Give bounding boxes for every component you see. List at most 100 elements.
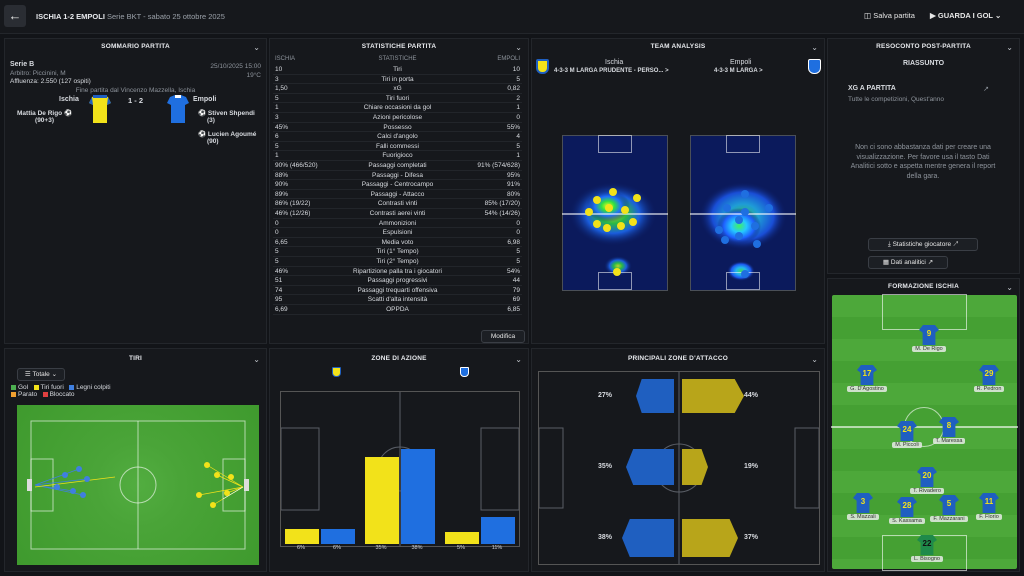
stat-row: 3 Tiri in porta 5 <box>273 75 522 85</box>
stat-row: 5 Tiri (1° Tempo) 5 <box>273 247 522 257</box>
chevron-down-icon[interactable]: ⌄ <box>811 355 818 364</box>
lineup-player[interactable]: 28 S. Kassama <box>882 497 932 524</box>
player-name: S. Mazzali <box>847 514 879 520</box>
panel-title: SOMMARIO PARTITA <box>101 43 170 50</box>
legend-swatch <box>42 391 48 397</box>
away-team-name[interactable]: Empoli <box>193 96 217 103</box>
chevron-down-icon[interactable]: ⌄ <box>811 43 818 52</box>
chart-icon: ▦ <box>882 259 890 266</box>
lineup-player[interactable]: 5 F. Mazzarani <box>924 495 974 522</box>
home-team-label: Ischia <box>605 59 624 66</box>
lineup-player[interactable]: 9 M. De Rigo <box>904 325 954 352</box>
home-attack-center-pct: 35% <box>598 463 613 470</box>
back-button[interactable]: ← <box>4 5 26 27</box>
chevron-down-icon[interactable]: ⌄ <box>1006 283 1013 292</box>
stat-away-value: 91% (574/628) <box>477 162 520 169</box>
lineup-player[interactable]: 11 F. Florio <box>964 493 1014 520</box>
chevron-down-icon[interactable]: ⌄ <box>253 355 260 364</box>
stat-row: 51 Passaggi progressivi 44 <box>273 276 522 286</box>
stat-label: Scatti d'alta intensità <box>367 296 428 304</box>
home-formation-link[interactable]: 4-3-3 M LARGA PRUDENTE - PERSO... > <box>554 68 669 74</box>
stat-label: Passaggi trequarti offensiva <box>357 286 438 294</box>
lineup-player[interactable]: 3 S. Mazzali <box>838 493 888 520</box>
separator: - <box>143 12 148 21</box>
player-name: G. D'Agostino <box>847 386 887 392</box>
panel-title: TEAM ANALYSIS <box>650 43 706 50</box>
player-position-dot <box>609 188 617 196</box>
stat-label: Chiare occasioni da gol <box>363 104 432 112</box>
stat-row: 6,69 OPPDA 6,85 <box>273 305 522 315</box>
chevron-down-icon[interactable]: ⌄ <box>515 43 522 52</box>
stat-home-value: 6,65 <box>275 238 288 246</box>
stat-away-value: 55% <box>506 123 520 131</box>
legend-swatch <box>33 384 39 390</box>
legend-label: Parato <box>18 391 38 398</box>
home-attack-zone-center <box>626 449 674 485</box>
legend-woodwork: Legni colpiti <box>69 384 111 391</box>
zone-bar <box>365 456 399 544</box>
shots-filter-dropdown[interactable]: ☰ Totale ⌄ <box>17 368 65 381</box>
stat-home-value: 74 <box>275 286 283 294</box>
stat-home-value: 89% <box>275 190 289 198</box>
attendance-label: Affluenza: 2.550 (127 ospiti) <box>10 78 91 85</box>
chevron-down-icon[interactable]: ⌄ <box>515 355 522 364</box>
stat-away-value: 5 <box>516 248 520 256</box>
stat-away-value: 0 <box>516 114 520 121</box>
away-scorer-name[interactable]: Stiven Shpendi <box>207 110 255 117</box>
stat-label: Passaggi - Centrocampo <box>361 181 434 189</box>
away-scorer-minute: (90) <box>207 138 219 145</box>
match-score-title: ISCHIA 1-2 EMPOLI <box>36 12 105 21</box>
lineup-player[interactable]: 17 G. D'Agostino <box>842 365 892 392</box>
edit-button[interactable]: Modifica <box>481 330 525 343</box>
stat-away-value: 91% <box>506 181 520 189</box>
stat-away-value: 85% (17/20) <box>484 200 520 208</box>
lineup-player[interactable]: 24 M. Piccoli <box>882 421 932 448</box>
analytics-button[interactable]: ▦ Dati analitici ↗ <box>868 256 948 269</box>
watch-goals-button[interactable]: ▶ GUARDA I GOL ⌄ <box>930 11 1001 20</box>
home-team-name[interactable]: Ischia <box>59 96 79 103</box>
player-name: F. Mazzarani <box>930 516 968 522</box>
away-attack-zone-left <box>682 379 744 413</box>
match-title: ISCHIA 1-2 EMPOLI Serie BKT - sabato 25 … <box>36 12 225 21</box>
stats-header-label: STATISTICHE <box>378 56 417 62</box>
stat-label: Tiri (1° Tempo) <box>376 248 419 256</box>
play-icon: ▶ <box>930 11 936 20</box>
stat-home-value: 5 <box>275 94 279 102</box>
zone-bar <box>401 449 435 544</box>
away-formation-link[interactable]: 4-3-3 M LARGA > <box>714 68 763 74</box>
stat-away-value: 5 <box>516 142 520 150</box>
legend-goal: Gol <box>11 384 28 391</box>
stat-home-value: 46% (12/26) <box>275 210 311 217</box>
lineup-player[interactable]: 22 L. Bisogno <box>902 535 952 562</box>
panel-title: ZONE DI AZIONE <box>371 355 427 362</box>
lineup-player[interactable]: 8 T. Maressa <box>924 417 974 444</box>
stat-away-value: 54% (14/26) <box>484 210 520 217</box>
chevron-down-icon[interactable]: ⌄ <box>1006 43 1013 52</box>
stat-row: 74 Passaggi trequarti offensiva 79 <box>273 286 522 296</box>
stat-row: 45% Possesso 55% <box>273 123 522 133</box>
away-attack-center-pct: 19% <box>744 463 759 470</box>
player-shirt-number: 11 <box>979 493 999 513</box>
temperature-label: 19°C <box>246 72 261 79</box>
stat-away-value: 80% <box>506 190 520 198</box>
stat-label: Falli commessi <box>376 142 419 150</box>
player-stats-button[interactable]: ⤓ Statistiche giocatore ↗ <box>868 238 978 251</box>
away-scorer-name[interactable]: Lucien Agoumé <box>207 131 257 138</box>
stat-row: 0 Ammonizioni 0 <box>273 219 522 229</box>
save-match-button[interactable]: ◫ Salva partita <box>864 11 915 20</box>
home-crest-icon <box>332 367 341 377</box>
lineup-panel: FORMAZIONE ISCHIA ⌄ 9 M. De Rigo 17 G. D'Ag… <box>827 278 1020 572</box>
lineup-player[interactable]: 29 R. Pedron <box>964 365 1014 392</box>
lineup-player[interactable]: 20 T. Rivadero <box>902 467 952 494</box>
player-position-dot <box>741 270 749 278</box>
pitch-outline <box>539 372 819 564</box>
player-position-dot <box>629 218 637 226</box>
home-scorer-name[interactable]: Mattia De Rigo <box>17 110 63 117</box>
chevron-down-icon[interactable]: ⌄ <box>253 43 260 52</box>
stat-home-value: 1,50 <box>275 85 288 93</box>
stat-label: Tiri (2° Tempo) <box>376 258 419 265</box>
player-shirt-number: 29 <box>979 365 999 385</box>
attack-zones-pitch <box>538 371 820 565</box>
stat-label: Azioni pericolose <box>372 114 423 121</box>
external-link-icon[interactable]: ↗ <box>983 86 989 93</box>
